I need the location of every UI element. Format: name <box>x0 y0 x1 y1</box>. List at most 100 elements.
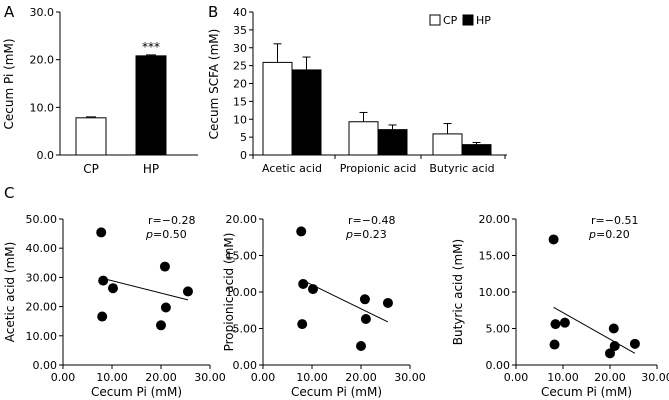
data-point <box>97 311 108 322</box>
y-axis-label: Cecum SCFA (mM) <box>207 29 221 140</box>
x-tick-label: CP <box>83 162 99 176</box>
p-value: =0.50 <box>153 228 187 241</box>
y-tick-label: 5.00 <box>486 323 511 336</box>
p-symbol: p <box>588 228 596 241</box>
data-point <box>159 261 170 272</box>
y-tick-label: 50.00 <box>26 213 58 226</box>
x-tick-label: Propionic acid <box>340 162 417 175</box>
y-tick-label: 40.00 <box>26 242 58 255</box>
x-axis-label: Cecum Pi (mM) <box>91 385 182 399</box>
y-tick-label: 10.00 <box>479 286 511 299</box>
y-tick-label: 10.0 <box>30 101 55 114</box>
x-tick-label: HP <box>143 162 159 176</box>
x-tick-label: 0.00 <box>51 371 76 384</box>
trendline <box>553 306 636 354</box>
x-tick-label: 30.00 <box>394 371 426 384</box>
y-tick-label: 15.00 <box>479 250 511 263</box>
bar-hp <box>135 55 167 156</box>
p-symbol: p <box>345 228 353 241</box>
panel-b-letter: B <box>208 3 218 21</box>
y-tick-label: 0 <box>240 149 247 162</box>
p-symbol: p <box>145 228 153 241</box>
y-tick-label: 30 <box>233 42 247 55</box>
y-tick-label: 40 <box>233 6 247 19</box>
x-tick-label: Acetic acid <box>262 162 322 175</box>
panel-c-letter: C <box>4 184 14 202</box>
significance-label: *** <box>142 40 160 54</box>
y-tick-label: 20 <box>233 78 247 91</box>
data-point <box>96 227 107 238</box>
bar-cp-1 <box>348 121 379 156</box>
y-tick-label: 10.00 <box>226 286 258 299</box>
bar-cp-0 <box>262 61 293 156</box>
x-axis-label: Cecum Pi (mM) <box>291 385 382 399</box>
p-value: =0.20 <box>596 228 630 241</box>
x-tick-label: 0.00 <box>251 371 276 384</box>
y-axis-label: Butyric acid (mM) <box>451 239 465 345</box>
x-tick-label: 10.00 <box>96 371 128 384</box>
y-tick-label: 5 <box>240 131 247 144</box>
y-tick-label: 35 <box>233 24 247 37</box>
y-tick-label: 0.00 <box>33 359 58 372</box>
legend-label-cp: CP <box>443 14 458 27</box>
y-tick-label: 25 <box>233 60 247 73</box>
data-point <box>98 275 109 286</box>
p-value: =0.23 <box>353 228 387 241</box>
legend-swatch-hp <box>462 14 474 26</box>
data-point <box>605 348 615 359</box>
data-point <box>297 319 308 330</box>
data-point <box>550 319 561 330</box>
y-axis-label: Acetic acid (mM) <box>3 242 17 343</box>
x-tick-label: 10.00 <box>296 371 328 384</box>
x-tick-label: 20.00 <box>345 371 377 384</box>
y-tick-label: 30.0 <box>30 6 55 19</box>
data-point <box>360 314 371 325</box>
y-tick-label: 20.00 <box>226 213 258 226</box>
correlation-p: p=0.23 <box>345 228 387 241</box>
data-point <box>548 234 559 245</box>
bar-hp-1 <box>377 129 408 156</box>
legend-label-hp: HP <box>476 14 491 27</box>
y-tick-label: 10.00 <box>26 330 58 343</box>
x-tick-label: 20.00 <box>594 371 626 384</box>
data-point <box>629 338 640 349</box>
data-point <box>609 341 620 352</box>
y-tick-label: 0.00 <box>233 359 258 372</box>
x-tick-label: 30.00 <box>194 371 226 384</box>
y-tick-label: 30.00 <box>26 271 58 284</box>
y-tick-label: 20.00 <box>479 213 511 226</box>
x-tick-label: Butyric acid <box>429 162 494 175</box>
y-tick-label: 0.00 <box>486 359 511 372</box>
y-tick-label: 15.00 <box>226 250 258 263</box>
trendline <box>101 277 189 301</box>
y-tick-label: 10 <box>233 113 247 126</box>
correlation-r: r=−0.48 <box>348 214 395 227</box>
data-point <box>359 294 370 305</box>
x-tick-label: 10.00 <box>547 371 579 384</box>
correlation-p: p=0.20 <box>588 228 630 241</box>
panel-a-letter: A <box>4 3 15 21</box>
y-tick-label: 0.0 <box>37 149 55 162</box>
data-point <box>307 284 318 295</box>
data-point <box>608 323 619 334</box>
panel-a: A 0.0 10.0 20.0 30.0 Cecum Pi (mM) CP HP *** <box>2 3 198 176</box>
data-point <box>356 341 366 352</box>
y-tick-label: 15 <box>233 95 247 108</box>
data-point <box>182 286 193 297</box>
data-point <box>160 302 171 313</box>
panel-c-acetic: C 0.00 10.00 20.00 30.00 40.00 50.00 0.00 10.00… <box>3 184 226 399</box>
x-axis-label: Cecum Pi (mM) <box>541 385 632 399</box>
data-point <box>107 283 118 294</box>
x-tick-label: 30.00 <box>641 371 669 384</box>
correlation-r: r=−0.28 <box>148 214 195 227</box>
data-point <box>296 226 307 237</box>
x-tick-label: 0.00 <box>504 371 529 384</box>
bar-cp-2 <box>432 133 463 156</box>
data-point <box>298 278 309 289</box>
y-tick-label: 20.00 <box>26 301 58 314</box>
data-point <box>382 297 393 308</box>
y-axis-label: Cecum Pi (mM) <box>2 39 16 130</box>
panel-c-propionic: 0.00 5.00 10.00 15.00 20.00 0.00 10.00 20.00 30.… <box>222 213 426 399</box>
data-point <box>559 317 570 328</box>
